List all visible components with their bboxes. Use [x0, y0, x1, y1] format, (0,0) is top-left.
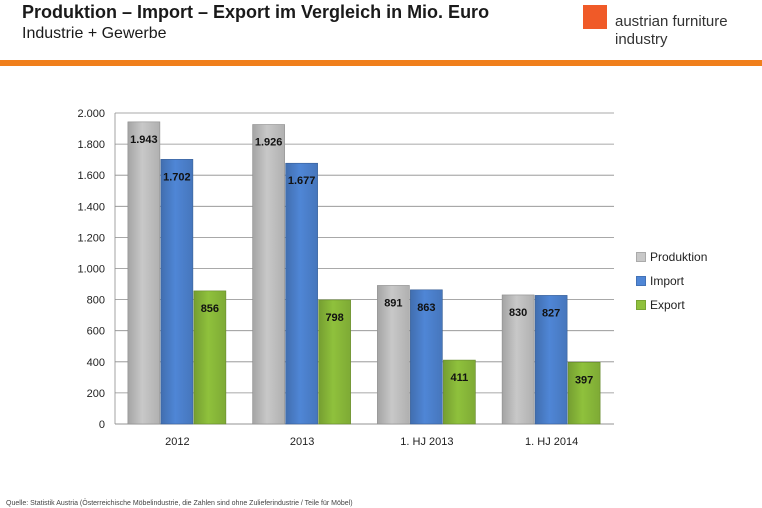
x-tick-label: 2012	[165, 436, 189, 448]
bar-produktion	[252, 124, 285, 425]
y-tick-label: 1.400	[77, 201, 105, 213]
data-label: 411	[451, 372, 469, 384]
data-label: 1.702	[163, 171, 191, 183]
bar-import	[160, 159, 194, 425]
y-tick-label: 1.200	[77, 232, 105, 244]
data-label: 1.677	[288, 175, 316, 187]
bar-produktion	[377, 285, 410, 425]
x-tick-label: 1. HJ 2014	[525, 436, 578, 448]
legend-label: Import	[650, 274, 685, 288]
legend-swatch	[636, 300, 646, 310]
bar-produktion	[501, 294, 535, 425]
data-label: 830	[509, 307, 527, 319]
bar-export	[443, 359, 476, 425]
bar-export	[193, 290, 227, 425]
data-label: 856	[201, 303, 219, 315]
page-title: Produktion – Import – Export im Vergleic…	[22, 2, 490, 22]
bar-export	[567, 361, 601, 425]
bar-export	[318, 299, 351, 425]
logo-text: austrian furniture industry	[615, 13, 728, 49]
logo-square	[583, 5, 607, 29]
y-tick-label: 1.600	[77, 170, 105, 182]
legend-swatch	[636, 252, 646, 262]
source-note: Quelle: Statistik Austria (Österreichisc…	[6, 500, 353, 507]
y-tick-label: 2.000	[77, 108, 105, 120]
data-label: 397	[575, 374, 593, 386]
legend-label: Export	[650, 298, 685, 312]
legend-item-produktion: Produktion	[636, 245, 707, 269]
bar-import	[534, 295, 568, 425]
y-tick-label: 800	[87, 295, 105, 307]
logo-text-line1: austrian furniture	[615, 13, 728, 30]
data-label: 827	[542, 307, 560, 319]
data-label: 1.926	[255, 137, 283, 149]
legend-label: Produktion	[650, 250, 708, 264]
x-tick-label: 1. HJ 2013	[400, 436, 453, 448]
y-tick-label: 0	[99, 419, 105, 431]
y-tick-label: 1.000	[77, 264, 105, 276]
y-tick-label: 400	[87, 357, 105, 369]
data-label: 798	[325, 312, 343, 324]
logo-text-line2: industry	[615, 31, 668, 48]
bar-import	[285, 162, 318, 425]
bar-import	[410, 289, 443, 425]
y-tick-label: 1.800	[77, 139, 105, 151]
bar-produktion	[127, 121, 161, 425]
page-subtitle: Industrie + Gewerbe	[22, 25, 167, 42]
y-tick-label: 200	[87, 388, 105, 400]
legend-item-export: Export	[636, 293, 707, 317]
legend-item-import: Import	[636, 269, 707, 293]
legend-swatch	[636, 276, 646, 286]
header-rule	[0, 60, 762, 66]
data-label: 891	[384, 297, 402, 309]
chart-legend: Produktion Import Export	[636, 245, 707, 317]
data-label: 863	[417, 302, 435, 314]
x-tick-label: 2013	[290, 436, 314, 448]
y-tick-label: 600	[87, 326, 105, 338]
data-label: 1.943	[130, 134, 158, 146]
